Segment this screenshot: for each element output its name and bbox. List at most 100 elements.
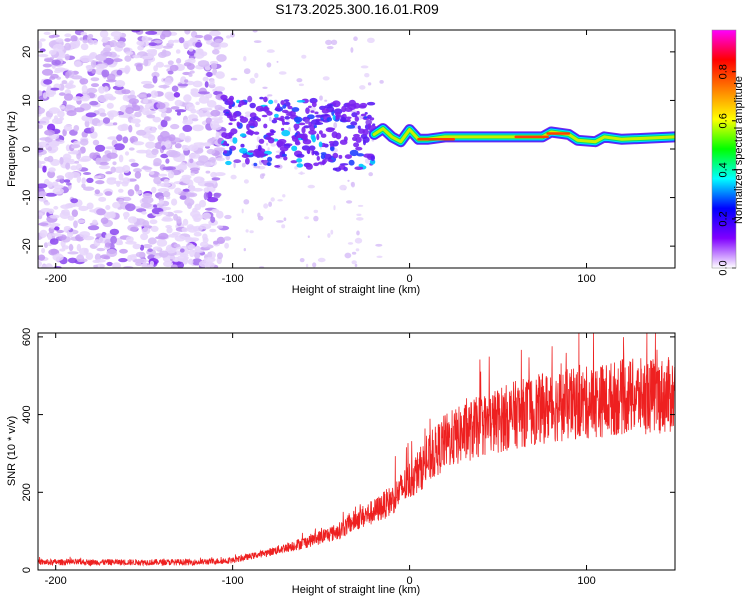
spectrogram-track-band (372, 127, 675, 144)
spectrogram-noise-blob (149, 171, 155, 175)
spectrogram-noise-blob (150, 90, 158, 98)
spectrogram-noise-blob (210, 41, 222, 48)
spectrogram-signal-blob (293, 116, 303, 123)
spectrogram-noise-blob (168, 150, 181, 158)
spectrogram-noise-blob (125, 203, 136, 212)
spectrogram-noise-blob (187, 244, 196, 250)
spectrogram-noise-blob (147, 237, 157, 245)
spectrogram-noise-blob (375, 243, 383, 247)
spectrogram-noise-blob (109, 228, 120, 236)
spectrogram-noise-blob (158, 250, 169, 258)
spectrogram-noise-blob (137, 45, 145, 51)
spectrogram-signal-blob (236, 121, 241, 127)
spectrogram-signal-blob (229, 118, 237, 122)
spectrogram-noise-blob (110, 235, 117, 244)
spectrogram-noise-blob (356, 213, 362, 216)
snr-y-axis: 0 200 400 600 (21, 328, 675, 573)
spectrogram-signal-blob (318, 141, 323, 148)
spectrogram-noise-blob (131, 105, 141, 112)
spectrogram-signal-track (368, 123, 675, 148)
spectrogram-signal-blob (308, 105, 312, 109)
spectrogram-signal-blob (296, 158, 303, 163)
spectrogram-signal-blob (270, 130, 276, 134)
spectrogram-noise-blob (134, 123, 141, 128)
spectrogram-noise-blob (59, 104, 66, 110)
spectrogram-noise-blob (94, 189, 101, 195)
spectrogram-signal-blob (351, 103, 356, 107)
spectrogram-noise-blob (118, 198, 124, 205)
spectrogram-noise-blob (72, 96, 83, 101)
spectrogram-noise-blob (119, 240, 124, 245)
spectrogram-noise-blob (171, 232, 181, 236)
spectrogram-noise-blob (181, 227, 189, 233)
spectrogram-signal-blob (310, 119, 320, 126)
spectrogram-signal-blob (301, 126, 306, 134)
spectrogram-noise-blob (132, 54, 141, 59)
spectrogram-signal-blob (362, 136, 370, 143)
spectrogram-noise-blob (142, 83, 155, 89)
spectrogram-noise-blob (118, 188, 124, 193)
spectrogram-noise-blob (63, 179, 71, 183)
y-tick-label: 0 (21, 567, 33, 573)
spectrogram-signal-blob (306, 148, 311, 154)
spectrogram-signal-blob (345, 116, 352, 120)
spectrogram-signal-blob (227, 97, 234, 104)
spectrogram-signal-blob (362, 128, 369, 136)
spectrogram-noise-blob (116, 134, 123, 142)
spectrogram-noise-blob (118, 154, 124, 163)
spectrogram-noise-blob (130, 118, 141, 124)
spectrogram-signal-blob (311, 135, 316, 143)
spectrogram-noise-blob (50, 73, 59, 79)
spectrogram-noise-blob (88, 57, 93, 62)
spectrogram-signal-blob (247, 95, 253, 103)
spectrogram-noise-blob (211, 136, 216, 145)
spectrogram-noise-blob (102, 117, 111, 124)
spectrogram-noise-blob (198, 109, 204, 118)
spectrogram-signal-blob (237, 104, 242, 108)
spectrogram-noise-blob (174, 235, 186, 242)
snr-x-axis: -200 -100 0 100 (45, 333, 596, 587)
spectrogram-noise-blob (173, 243, 181, 248)
spectrogram-signal-blob (366, 101, 376, 106)
spectrogram-noise-blob (50, 248, 58, 255)
spectrogram-noise-blob (128, 124, 133, 133)
spectrogram-noise-blob (38, 183, 48, 189)
spectrogram-signal-blob (314, 152, 320, 156)
spectrogram-noise-blob (116, 69, 123, 76)
spectrogram-noise-blob (175, 49, 181, 54)
colorbar-tick-label: 0.2 (717, 211, 729, 226)
spectrogram-noise-blob (167, 70, 174, 75)
spectrogram-noise-blob (174, 99, 183, 107)
spectrogram-noise-blob (125, 106, 134, 115)
spectrogram-noise-blob (64, 33, 72, 38)
spectrogram-noise-blob (146, 114, 156, 119)
spectrogram-signal-blob (340, 117, 347, 122)
spectrogram-noise-blob (45, 192, 58, 197)
spectrogram-noise-blob (376, 255, 383, 258)
spectrogram-signal-blob (357, 125, 361, 130)
spectrogram-noise-blob (130, 226, 138, 232)
spectrogram-noise-blob (86, 87, 98, 94)
spectrogram-noise-blob (357, 204, 364, 207)
spectrogram-noise-blob (160, 112, 167, 118)
spectrogram-noise-blob (38, 54, 49, 58)
spectrogram-signal-blob (335, 114, 340, 120)
spectrogram-noise-blob (110, 166, 116, 173)
spectrogram-noise-blob (135, 251, 146, 258)
spectrogram-signal-blob (338, 154, 343, 159)
spectrogram-noise-blob (47, 123, 56, 132)
spectrogram-noise-blob (359, 85, 366, 90)
spectrogram-noise-blob (249, 230, 254, 234)
spectrogram-noise-blob (199, 241, 209, 248)
spectrogram-noise-blob (346, 200, 353, 204)
spectrogram-signal-blob (281, 120, 286, 126)
spectrogram-signal-blob (280, 115, 285, 119)
spectrogram-noise-blob (98, 196, 107, 202)
spectrogram-noise-blob (350, 110, 358, 113)
spectrogram-signal-blob (277, 139, 287, 144)
spectrogram-noise-blob (83, 186, 95, 191)
spectrogram-noise-blob (109, 40, 118, 48)
spectrogram-signal-blob (287, 105, 293, 110)
spectrogram-noise-blob (73, 220, 78, 229)
spectrogram-noise-blob (282, 194, 286, 198)
